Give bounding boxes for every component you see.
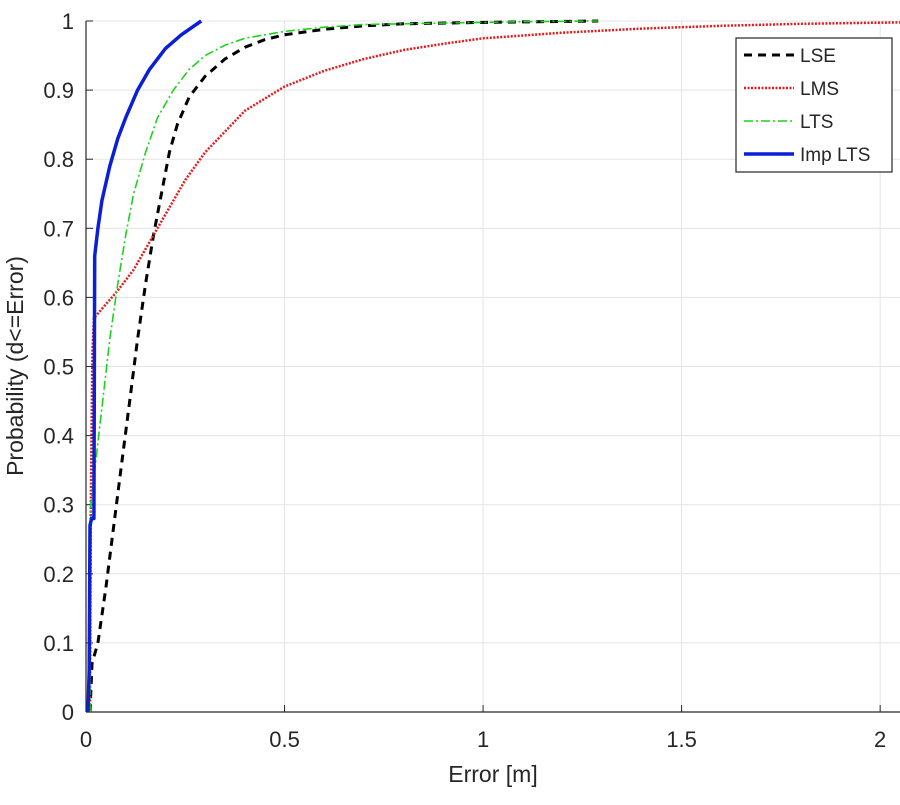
tick-labels: 0 0.5 1 1.5 2 0 0.1 0.2 0.3 0.4 0.5 0.6 0.7 0.8 0.9 1: [43, 9, 886, 752]
legend-label: Imp LTS: [800, 145, 870, 166]
legend-label: LTS: [800, 112, 833, 133]
x-tick-label: 1.5: [666, 727, 697, 752]
legend-label: LSE: [800, 46, 836, 67]
y-tick-label: 0.2: [43, 562, 74, 587]
series-line-lts: [89, 20, 599, 713]
series-line-lse: [88, 19, 599, 713]
y-tick-label: 0.8: [43, 147, 74, 172]
legend-box: [735, 37, 893, 173]
y-tick-label: 0: [62, 700, 74, 725]
series-lines: [86, 19, 900, 713]
y-tick-label: 0.4: [43, 424, 74, 449]
y-tick-label: 1: [62, 9, 74, 34]
grid-lines: [86, 20, 900, 712]
y-tick-label: 0.1: [43, 631, 74, 656]
x-tick-label: 0: [80, 727, 92, 752]
y-tick-label: 0.6: [43, 285, 74, 310]
x-axis-label: Error [m]: [448, 761, 537, 787]
y-axis-label: Probability (d<=Error): [2, 256, 28, 476]
legend-label: LMS: [800, 79, 839, 100]
x-tick-label: 2: [874, 727, 886, 752]
series-line-imp-lts: [86, 19, 203, 713]
series-line-lms: [88, 21, 900, 713]
x-tick-label: 0.5: [269, 727, 300, 752]
legend: LSE LMS LTS Imp LTS: [735, 37, 893, 173]
y-tick-label: 0.9: [43, 78, 74, 103]
y-tick-label: 0.7: [43, 216, 74, 241]
x-tick-label: 1: [477, 727, 489, 752]
y-tick-label: 0.5: [43, 355, 74, 380]
y-tick-label: 0.3: [43, 493, 74, 518]
